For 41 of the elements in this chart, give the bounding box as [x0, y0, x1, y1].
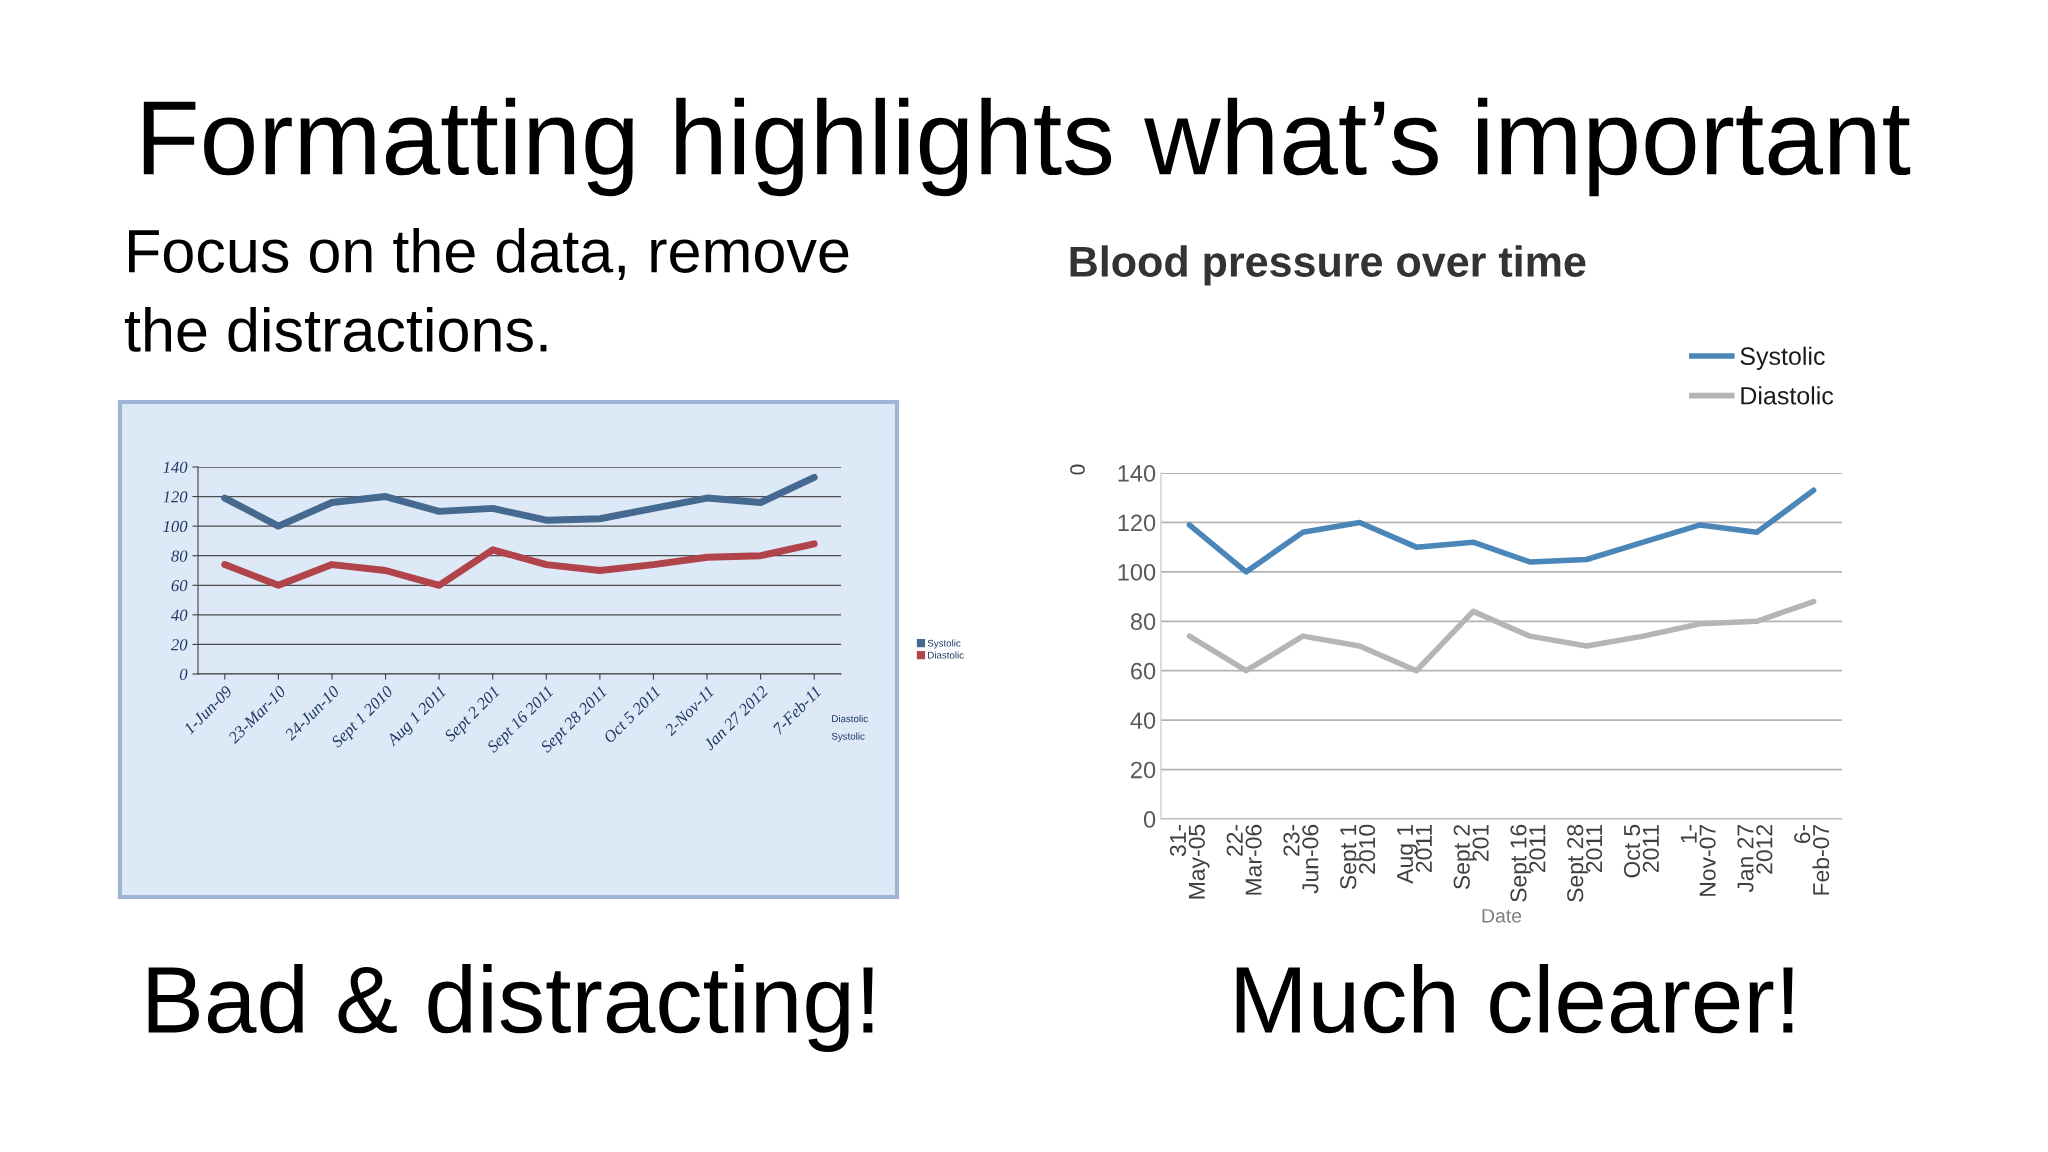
legend-label: Diastolic [1741, 386, 1834, 405]
y-tick-label: 60 [1131, 662, 1156, 680]
y-tick-label: 0 [179, 668, 188, 680]
y-tick-label: 40 [170, 609, 188, 621]
y-tick-label: 40 [1130, 712, 1156, 729]
x-tick-label: Sept 1 2010 [1340, 824, 1376, 890]
y-tick-label: 100 [163, 520, 188, 533]
text: Focus on the data, remove the distractions. [124, 228, 849, 352]
legend-label: Diastolic [928, 651, 964, 659]
x-tick-label: Sept 2 201 [1453, 824, 1489, 890]
y-tick-label: 20 [170, 639, 188, 651]
x-axis-title: Date [1482, 909, 1522, 923]
y-tick-label: 120 [163, 491, 188, 503]
y-tick-label: 80 [171, 550, 188, 562]
y-tick-label: 140 [163, 461, 188, 473]
text: Much clearer! [1236, 963, 1793, 1034]
x-tick-label: Oct 5 2011 [1623, 824, 1659, 878]
x-tick-label: 22- Mar-06 [1226, 824, 1262, 895]
y-axis-title: 0 [1070, 464, 1085, 475]
text: Systolic [831, 732, 865, 742]
y-tick-label: 120 [1118, 514, 1156, 532]
x-tick-label: 6- Feb-07 [1794, 824, 1830, 895]
x-tick-label: 31- May-05 [1169, 824, 1210, 899]
text: Formatting highlights what’s important [143, 97, 1911, 197]
y-tick-label: 0 [1143, 811, 1156, 828]
x-tick-label: 23- Jun-06 [1283, 824, 1319, 894]
legend-label: Systolic [927, 639, 961, 649]
x-tick-label: Jan 27 2012 [1737, 825, 1773, 893]
y-tick-label: 80 [1130, 613, 1156, 631]
text: Bad & distracting! [148, 963, 873, 1053]
y-tick-label: 60 [171, 579, 188, 592]
x-tick-label: 1- Nov-07 [1680, 824, 1716, 896]
y-tick-label: 100 [1118, 563, 1156, 581]
legend-label: Systolic [1740, 346, 1825, 371]
x-tick-label: Sept 16 2011 [1510, 824, 1546, 902]
x-tick-label: Sept 28 2011 [1567, 824, 1603, 902]
chart-title: Blood pressure over time [1070, 245, 1586, 286]
y-tick-label: 140 [1118, 465, 1156, 482]
x-tick-label: Aug 1 2011 [1397, 824, 1432, 884]
text: Diastolic [832, 715, 868, 723]
y-tick-label: 20 [1131, 761, 1156, 779]
